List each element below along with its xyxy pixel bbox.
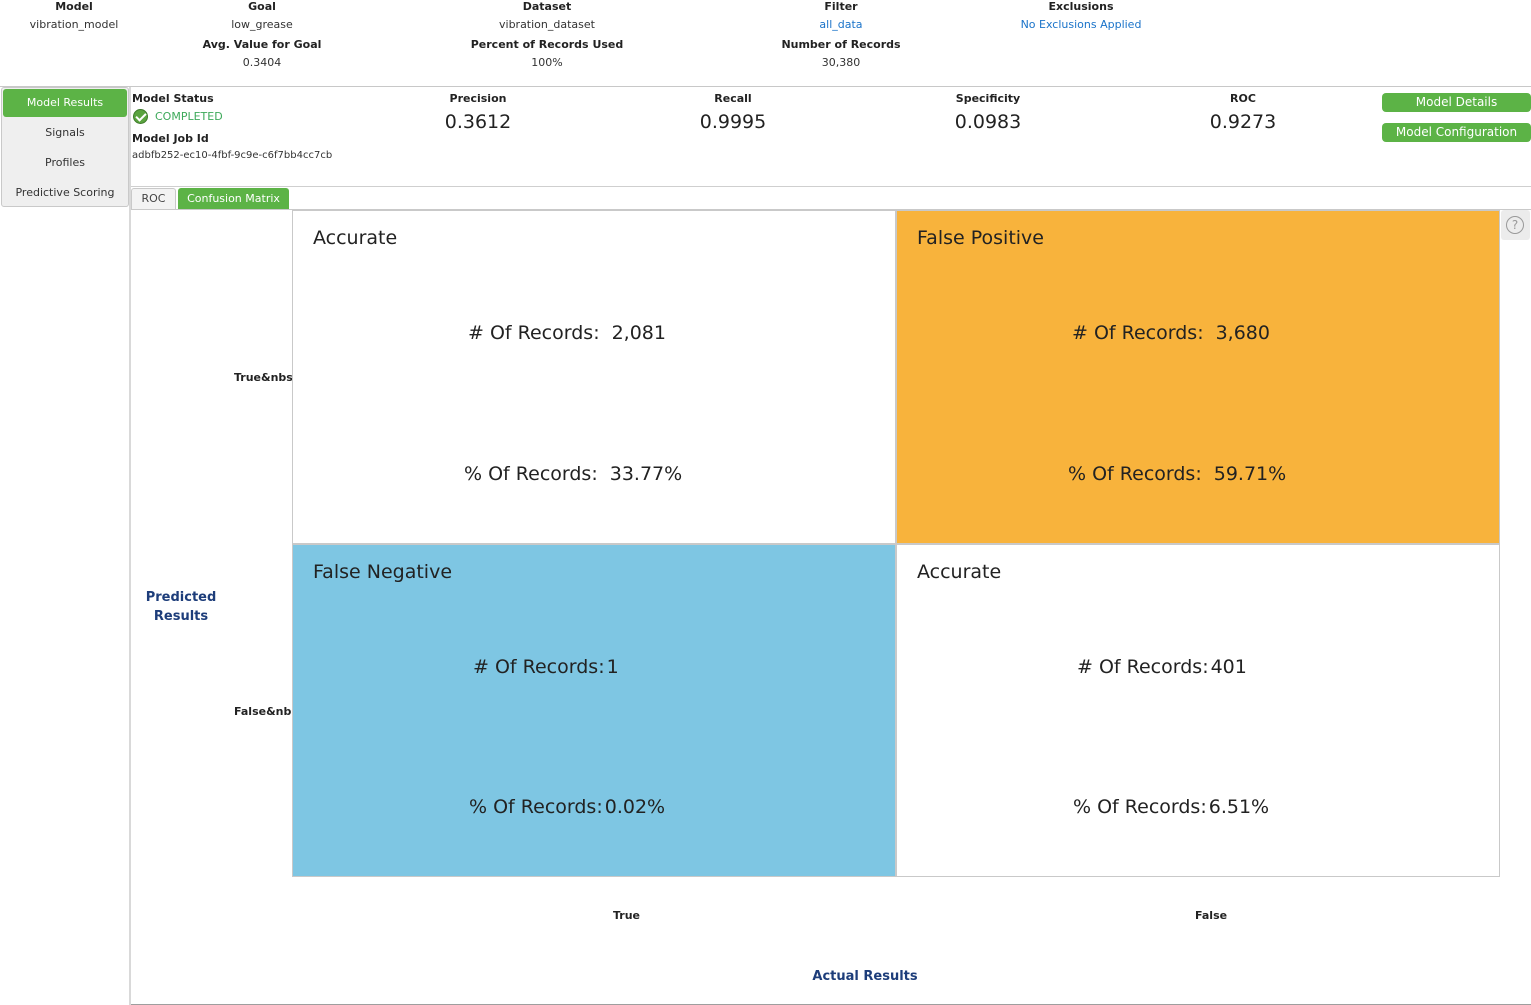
count-value: 1 xyxy=(606,656,619,678)
cell-count: # Of Records: 1 xyxy=(473,656,619,678)
metric-specificity: Specificity 0.0983 xyxy=(918,92,1058,133)
nav-divider xyxy=(129,87,131,1005)
model-job-id: adbfb252-ec10-4fbf-9c9e-c6f7bb4cc7cb xyxy=(132,150,333,161)
summary-goal: Goal low_grease Avg. Value for Goal 0.34… xyxy=(202,0,322,70)
cell-count: # Of Records: 401 xyxy=(1077,656,1247,678)
summary-model-value: vibration_model xyxy=(29,18,119,31)
help-button[interactable]: ? xyxy=(1501,210,1530,240)
percent-value: 33.77% xyxy=(609,463,683,485)
summary-divider xyxy=(0,86,1531,87)
side-nav: Model Results Signals Profiles Predictiv… xyxy=(1,87,129,207)
cell-percent: % Of Records: 6.51% xyxy=(1073,796,1269,818)
metric-roc: ROC 0.9273 xyxy=(1173,92,1313,133)
summary-exclusions: Exclusions No Exclusions Applied xyxy=(1011,0,1151,32)
summary-records-label: Number of Records xyxy=(781,38,901,51)
percent-value: 6.51% xyxy=(1208,796,1270,818)
summary-avg-value: 0.3404 xyxy=(242,56,282,69)
summary-dataset: Dataset vibration_dataset Percent of Rec… xyxy=(462,0,632,70)
summary-model: Model vibration_model xyxy=(14,0,134,32)
matrix-cell-true-positive: Accurate # Of Records: 2,081 % Of Records… xyxy=(292,210,896,544)
header-divider xyxy=(131,186,1531,187)
count-value: 2,081 xyxy=(611,322,666,344)
help-icon: ? xyxy=(1506,216,1524,234)
percent-label: % Of Records: xyxy=(1073,796,1207,818)
cell-count: # Of Records: 3,680 xyxy=(1072,322,1270,344)
summary-filter-label: Filter xyxy=(824,0,858,13)
count-label: # Of Records: xyxy=(1077,656,1209,678)
percent-label: % Of Records: xyxy=(464,463,598,485)
metric-recall-label: Recall xyxy=(714,92,752,105)
exclusions-link[interactable]: No Exclusions Applied xyxy=(1020,18,1142,31)
cell-percent: % Of Records: 0.02% xyxy=(469,796,665,818)
percent-label: % Of Records: xyxy=(1068,463,1202,485)
nav-model-results[interactable]: Model Results xyxy=(3,89,127,117)
matrix-cell-true-negative: Accurate # Of Records: 401 % Of Records: 6… xyxy=(896,544,1500,877)
summary-avg-label: Avg. Value for Goal xyxy=(202,38,322,51)
metric-recall: Recall 0.9995 xyxy=(663,92,803,133)
metric-precision-value: 0.3612 xyxy=(444,111,512,133)
cell-percent: % Of Records: 59.71% xyxy=(1068,463,1286,485)
nav-predictive-scoring[interactable]: Predictive Scoring xyxy=(15,186,115,199)
percent-value: 0.02% xyxy=(604,796,666,818)
summary-model-label: Model xyxy=(55,0,93,13)
count-label: # Of Records: xyxy=(473,656,605,678)
model-status-value: COMPLETED xyxy=(155,110,223,123)
predicted-true-label: True&nbsp; xyxy=(234,371,292,384)
predicted-results-title: Predicted Results xyxy=(145,590,217,624)
summary-dataset-value: vibration_dataset xyxy=(499,18,595,31)
cell-title: Accurate xyxy=(313,227,398,249)
summary-records-value: 30,380 xyxy=(821,56,861,69)
summary-goal-value: low_grease xyxy=(231,18,293,31)
tab-confusion-matrix[interactable]: Confusion Matrix xyxy=(178,188,289,209)
summary-dataset-label: Dataset xyxy=(522,0,572,13)
summary-goal-label: Goal xyxy=(248,0,276,13)
metric-roc-label: ROC xyxy=(1230,92,1256,105)
percent-label: % Of Records: xyxy=(469,796,603,818)
metric-precision: Precision 0.3612 xyxy=(408,92,548,133)
cell-title: False Positive xyxy=(917,227,1044,249)
cell-title: False Negative xyxy=(313,561,453,583)
model-details-button[interactable]: Model Details xyxy=(1382,93,1531,112)
count-value: 3,680 xyxy=(1215,322,1270,344)
actual-true-label: True xyxy=(613,909,641,922)
cell-title: Accurate xyxy=(917,561,1002,583)
cell-percent: % Of Records: 33.77% xyxy=(464,463,682,485)
percent-value: 59.71% xyxy=(1213,463,1287,485)
summary-percent-label: Percent of Records Used xyxy=(470,38,624,51)
model-job-label: Model Job Id xyxy=(132,132,209,145)
metric-specificity-label: Specificity xyxy=(955,92,1021,105)
tab-roc[interactable]: ROC xyxy=(131,188,176,209)
metric-specificity-value: 0.0983 xyxy=(954,111,1022,133)
filter-link[interactable]: all_data xyxy=(819,18,863,31)
check-circle-icon xyxy=(133,109,148,124)
summary-percent-value: 100% xyxy=(531,56,563,69)
actual-false-label: False xyxy=(1195,909,1228,922)
predicted-false-label: False&nbsp; xyxy=(234,705,292,718)
count-label: # Of Records: xyxy=(468,322,600,344)
summary-exclusions-label: Exclusions xyxy=(1048,0,1114,13)
summary-filter: Filter all_data Number of Records 30,380 xyxy=(776,0,906,70)
count-value: 401 xyxy=(1210,656,1247,678)
cell-count: # Of Records: 2,081 xyxy=(468,322,666,344)
metric-precision-label: Precision xyxy=(449,92,507,105)
nav-signals[interactable]: Signals xyxy=(45,126,85,139)
matrix-cell-false-positive: False Positive # Of Records: 3,680 % Of R… xyxy=(896,210,1500,544)
model-configuration-button[interactable]: Model Configuration xyxy=(1382,123,1531,142)
matrix-cell-false-negative: False Negative # Of Records: 1 % Of Recor… xyxy=(292,544,896,877)
metric-roc-value: 0.9273 xyxy=(1209,111,1277,133)
model-status-label: Model Status xyxy=(132,92,214,105)
metric-recall-value: 0.9995 xyxy=(699,111,767,133)
nav-profiles[interactable]: Profiles xyxy=(45,156,85,169)
count-label: # Of Records: xyxy=(1072,322,1204,344)
actual-results-title: Actual Results xyxy=(812,969,918,984)
